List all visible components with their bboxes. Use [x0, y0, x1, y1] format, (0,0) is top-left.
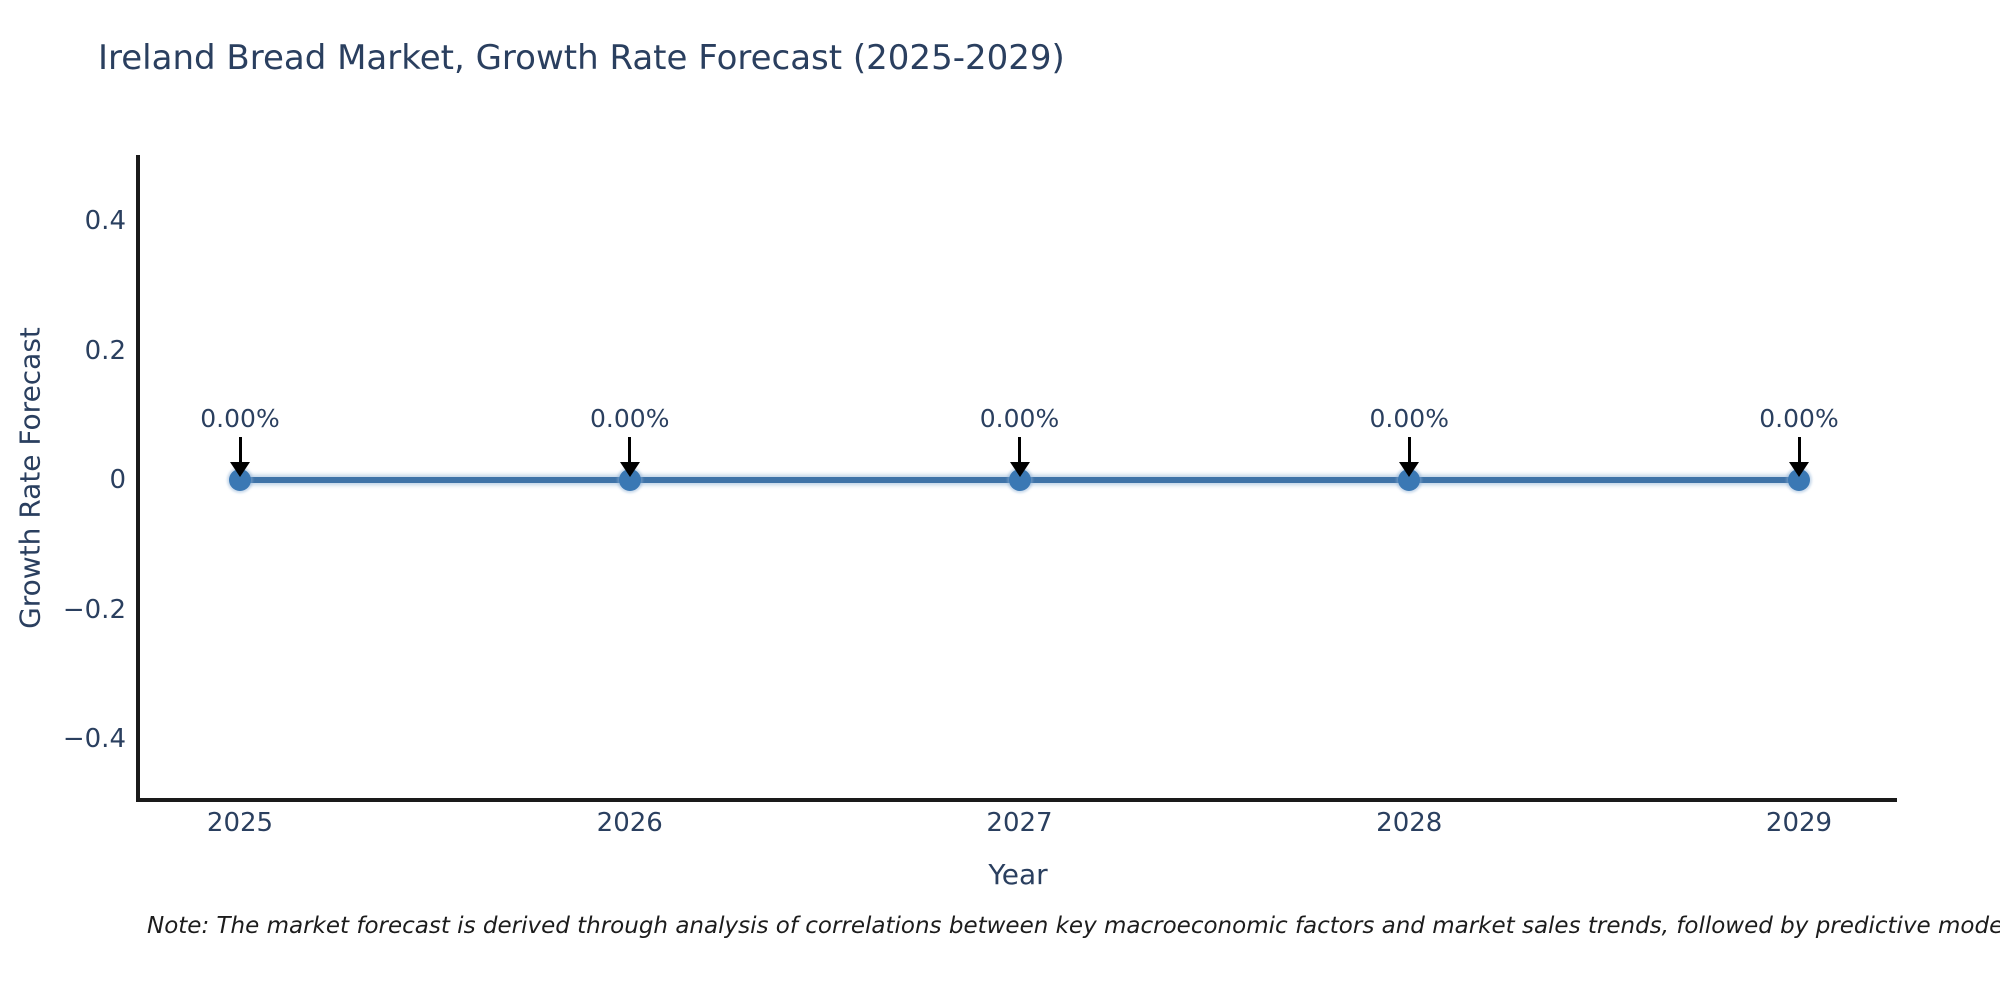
point-value-label: 0.00% — [590, 404, 670, 433]
annotation-arrow-shaft — [1797, 437, 1801, 463]
annotation-arrow-shaft — [628, 437, 632, 463]
x-tick-label: 2028 — [1376, 808, 1443, 838]
x-tick-label: 2029 — [1765, 808, 1833, 838]
x-tick-label: 2026 — [596, 808, 663, 838]
y-tick-label: 0 — [109, 465, 126, 495]
point-value-label: 0.00% — [1759, 404, 1839, 433]
point-value-label: 0.00% — [1369, 404, 1449, 433]
y-tick-label: −0.2 — [62, 594, 126, 625]
footnote: Note: The market forecast is derived thr… — [147, 913, 2000, 939]
x-tick-label: 2027 — [986, 808, 1053, 838]
annotation-arrow-shaft — [1018, 437, 1021, 463]
annotation-arrow-head — [1789, 462, 1809, 477]
annotation-arrow-shaft — [238, 437, 242, 463]
point-value-label: 0.00% — [979, 404, 1060, 433]
point-value-label: 0.00% — [200, 404, 280, 433]
annotation-arrow-head — [1009, 462, 1030, 477]
x-axis-title: Year — [988, 858, 1048, 891]
annotation-arrow-head — [230, 462, 250, 477]
y-tick-label: 0.4 — [84, 206, 126, 236]
y-axis-line — [136, 155, 140, 802]
x-tick-label: 2025 — [206, 808, 274, 838]
y-tick-label: 0.2 — [84, 335, 126, 366]
x-axis-line — [136, 798, 1897, 802]
chart-title: Ireland Bread Market, Growth Rate Foreca… — [98, 38, 1065, 78]
annotation-arrow-head — [1399, 462, 1420, 477]
annotation-arrow-head — [619, 462, 640, 477]
y-tick-label: −0.4 — [62, 724, 126, 754]
annotation-arrow-shaft — [1407, 437, 1411, 463]
